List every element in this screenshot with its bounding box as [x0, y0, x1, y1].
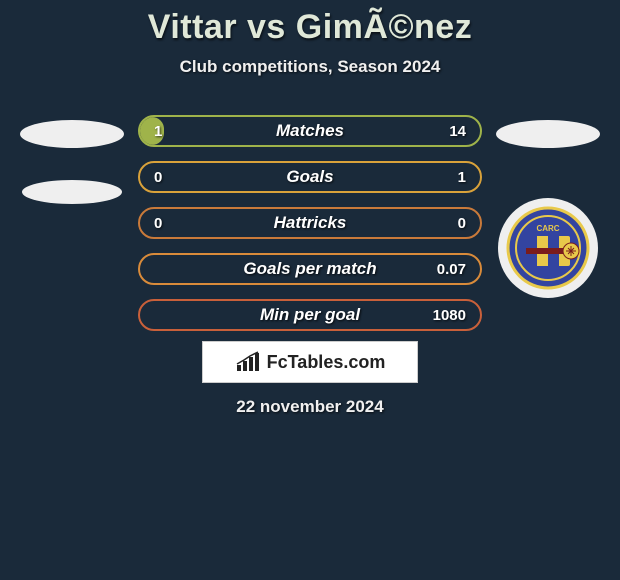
stat-row: 0Goals1	[138, 161, 482, 193]
page-subtitle: Club competitions, Season 2024	[0, 57, 620, 77]
stat-label: Goals	[140, 167, 480, 187]
stat-value-right: 0.07	[437, 261, 466, 278]
player-avatar-right-placeholder	[496, 120, 600, 148]
brand-watermark[interactable]: FcTables.com	[202, 341, 418, 383]
stat-row: Min per goal1080	[138, 299, 482, 331]
brand-text: FcTables.com	[267, 352, 386, 373]
stat-value-right: 14	[449, 123, 466, 140]
stat-row: 1Matches14	[138, 115, 482, 147]
right-player-col: CARC	[492, 115, 604, 298]
comparison-card: Vittar vs GimÃ©nez Club competitions, Se…	[0, 0, 620, 417]
svg-text:CARC: CARC	[536, 224, 559, 233]
chart-icon	[235, 351, 261, 373]
footer-date: 22 november 2024	[0, 397, 620, 417]
stat-label: Min per goal	[140, 305, 480, 325]
club-crest-left-placeholder	[22, 180, 122, 204]
stats-column: 1Matches140Goals10Hattricks0Goals per ma…	[138, 115, 482, 331]
stat-label: Hattricks	[140, 213, 480, 233]
left-player-col	[16, 115, 128, 204]
stat-value-right: 0	[458, 215, 466, 232]
player-avatar-left-placeholder	[20, 120, 124, 148]
comparison-body: 1Matches140Goals10Hattricks0Goals per ma…	[0, 115, 620, 331]
stat-row: 0Hattricks0	[138, 207, 482, 239]
rosario-central-crest-icon: CARC	[506, 206, 590, 290]
stat-value-right: 1080	[433, 307, 466, 324]
club-crest-right: CARC	[498, 198, 598, 298]
stat-label: Goals per match	[140, 259, 480, 279]
stat-label: Matches	[140, 121, 480, 141]
stat-row: Goals per match0.07	[138, 253, 482, 285]
page-title: Vittar vs GimÃ©nez	[0, 8, 620, 47]
stat-value-right: 1	[458, 169, 466, 186]
